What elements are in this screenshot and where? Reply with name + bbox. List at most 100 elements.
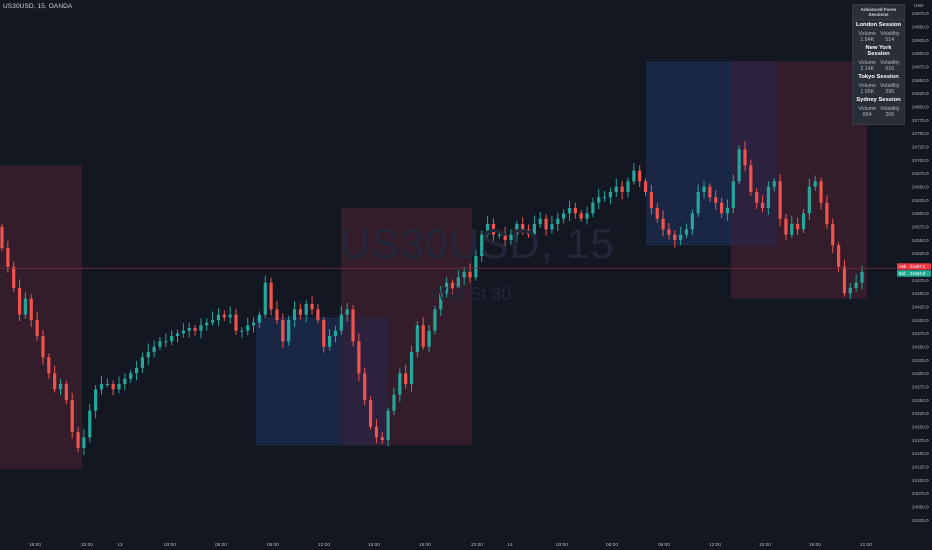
session-name: Tokyo Session	[858, 74, 899, 80]
candle	[175, 333, 180, 336]
candle	[684, 229, 689, 235]
candle	[509, 234, 513, 240]
x-tick-label: 03:00	[556, 542, 568, 548]
candle	[620, 186, 624, 192]
candle	[6, 248, 10, 267]
x-tick-label: 18:00	[29, 542, 41, 548]
candle	[82, 437, 86, 448]
session-name: New York Session	[865, 45, 892, 57]
candle	[450, 282, 455, 288]
x-tick-label: 03:00	[164, 542, 176, 548]
candle	[269, 282, 273, 310]
candle	[287, 320, 291, 342]
candle	[146, 352, 150, 358]
candle	[240, 330, 244, 332]
candle	[117, 384, 121, 390]
y-tick-label: 24775.0	[912, 118, 929, 123]
candle	[755, 192, 759, 203]
candle	[667, 229, 671, 235]
candle	[234, 314, 238, 331]
candle	[719, 202, 724, 214]
price-badge	[897, 270, 931, 277]
y-tick-label: 24200.0	[912, 424, 929, 429]
candle	[304, 304, 308, 315]
volatility-label: Volatility	[880, 60, 900, 66]
y-tick-label: 24700.0	[912, 158, 929, 163]
newyork-session: New York Session Volume Volatility 2.14K 6…	[853, 43, 904, 72]
volatility-label: Volatility	[880, 83, 900, 89]
candle	[655, 208, 659, 219]
x-tick-label: 09:00	[267, 542, 279, 548]
y-tick-label: 24175.0	[912, 438, 929, 443]
volume-label: Volume	[858, 60, 877, 66]
candle	[831, 224, 835, 246]
y-tick-label: 24825.0	[912, 91, 929, 96]
x-tick-label: 22:00	[81, 542, 93, 548]
candle	[409, 352, 414, 384]
symbol-title[interactable]: US30USD, 15, OANDA	[3, 3, 73, 10]
candle	[257, 314, 262, 323]
candle	[105, 384, 109, 385]
candle	[134, 368, 139, 374]
candle	[784, 218, 788, 235]
candle	[41, 336, 45, 358]
candle	[292, 309, 297, 320]
x-tick-label: 12:00	[318, 542, 330, 548]
sydney-session: Sydney Session Volume Volatility 894 266	[853, 95, 904, 118]
candle	[462, 272, 466, 278]
candle	[854, 282, 858, 288]
y-tick-label: 24550.0	[912, 238, 929, 243]
candle	[708, 186, 712, 198]
candle	[526, 229, 531, 235]
candle	[825, 202, 829, 224]
candle	[368, 400, 373, 427]
candle	[562, 213, 566, 219]
candle	[404, 373, 408, 384]
candle	[123, 378, 127, 384]
volatility-label: Volatility	[880, 31, 900, 37]
candle	[392, 394, 396, 411]
candle	[679, 234, 683, 240]
y-tick-label: 24225.0	[912, 411, 929, 416]
y-tick-label: 24650.0	[912, 184, 929, 189]
candle	[345, 309, 349, 315]
candle	[801, 213, 806, 230]
y-tick-label: 24900.0	[912, 51, 929, 56]
candle	[702, 186, 706, 192]
candle	[445, 282, 449, 294]
candle	[421, 325, 425, 347]
candle	[649, 192, 653, 208]
candle	[503, 234, 507, 240]
candle	[585, 213, 589, 219]
candle	[731, 181, 735, 208]
candle	[485, 224, 490, 235]
candle	[480, 234, 484, 256]
candle	[836, 245, 841, 267]
candle	[673, 234, 677, 240]
candle	[386, 410, 390, 440]
candle	[76, 432, 80, 448]
candle	[737, 149, 741, 182]
candle	[819, 181, 823, 203]
candle	[538, 218, 542, 224]
volatility-value: 266	[885, 112, 895, 118]
candle	[468, 272, 472, 278]
y-tick-label: 24375.0	[912, 331, 929, 336]
currency-label: USD	[914, 3, 924, 8]
candle	[58, 384, 63, 390]
candle	[35, 320, 39, 336]
candle	[714, 197, 718, 203]
candle	[158, 341, 162, 347]
candle	[632, 170, 636, 182]
candle	[0, 226, 4, 248]
session-name: Sydney Session	[856, 97, 901, 103]
price-badge-label: Ask	[899, 264, 907, 269]
volatility-value: 616	[885, 66, 895, 72]
x-tick-label: 12:00	[709, 542, 721, 548]
x-tick-label: 13	[117, 542, 123, 548]
volatility-label: Volatility	[880, 106, 900, 112]
y-tick-label: 24575.0	[912, 224, 929, 229]
x-tick-label: 09:00	[658, 542, 670, 548]
